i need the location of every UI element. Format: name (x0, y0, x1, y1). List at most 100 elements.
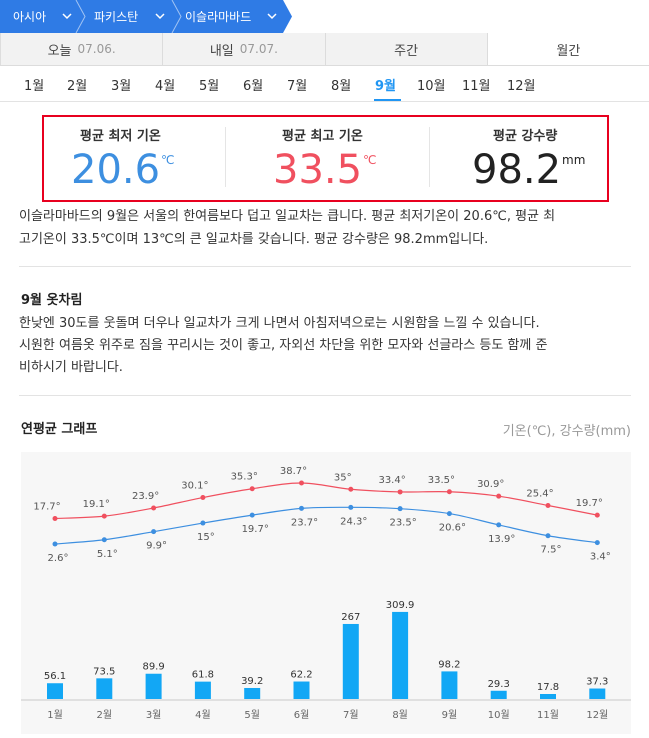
min-temp-point (446, 511, 452, 517)
month-tab-10[interactable]: 10월 (417, 79, 446, 94)
month-tab-6[interactable]: 6월 (243, 79, 264, 94)
min-temp-label: 3.4° (590, 552, 611, 563)
period-tabs: 오늘 07.06. 내일 07.07. 주간 월간 (0, 33, 649, 66)
min-temp-point (545, 533, 551, 539)
chevron-down-icon (155, 13, 165, 20)
max-temp-point (397, 489, 403, 495)
clothes-line: 시원한 여름옷 위주로 짐을 꾸리시는 것이 좋고, 자외선 차단을 위한 모자… (19, 338, 548, 353)
max-temp-label: 25.4° (526, 488, 553, 499)
month-tab-8[interactable]: 8월 (331, 79, 352, 94)
rain-value-label: 61.8 (192, 670, 214, 681)
annual-chart: 17.7° 19.1° 23.9° 30.1° 35.3° 38.7° 35° 33.4° 33… (21, 466, 631, 721)
min-temp-label: 7.5° (541, 545, 562, 556)
x-tick-label: 7월 (343, 709, 359, 721)
x-tick-label: 11월 (537, 709, 559, 721)
x-tick-label: 3월 (146, 709, 162, 721)
chevron-down-icon (267, 13, 277, 20)
min-temp-point (397, 506, 403, 512)
max-temp-label: 33.4° (378, 475, 405, 486)
description-line: 고기온이 33.5℃이며 13℃의 큰 일교차를 갖습니다. 평균 강수량은 9… (19, 232, 489, 247)
summary-divider (429, 127, 430, 187)
min-temp-line (54, 506, 598, 545)
min-temp-point (151, 529, 157, 535)
month-tab-2[interactable]: 2월 (67, 79, 88, 94)
tab-today-date: 07.06. (77, 42, 116, 56)
max-temp-point (299, 480, 304, 486)
rain-value-label: 309.9 (386, 600, 415, 611)
min-temp-label: 19.7° (242, 524, 269, 535)
graph-unit-label: 기온(℃), 강수량(mm) (502, 424, 631, 439)
month-tab-3[interactable]: 3월 (111, 79, 132, 94)
max-temp-point (446, 489, 452, 495)
min-temp-point (101, 537, 107, 543)
tab-tomorrow-date: 07.07. (239, 42, 278, 56)
max-temp-point (52, 515, 58, 521)
rain-bar (342, 623, 359, 699)
rain-value-label: 39.2 (241, 676, 263, 687)
month-tab-5[interactable]: 5월 (199, 79, 220, 94)
max-temp-point (249, 486, 255, 492)
min-temp-point (200, 520, 206, 526)
description-line: 이슬라마바드의 9월은 서울의 한여름보다 덥고 일교차는 큽니다. 평균 최저… (19, 209, 556, 224)
month-tab-7[interactable]: 7월 (287, 79, 308, 94)
min-temp-point (594, 540, 600, 546)
max-temp-point (151, 505, 157, 511)
min-temp-point (496, 522, 502, 528)
clothes-description: 한낮엔 30도를 웃돌며 더우나 일교차가 크게 나면서 아침저녁으로는 시원함… (19, 313, 633, 379)
month-tab-1[interactable]: 1월 (24, 79, 45, 94)
rain-bar (244, 687, 261, 699)
summary-divider (225, 127, 226, 187)
rain-bar (441, 671, 458, 699)
x-tick-label: 6월 (294, 709, 310, 721)
tab-today[interactable]: 오늘 07.06. (0, 33, 163, 65)
min-temp-label: 24.3° (340, 516, 367, 527)
x-tick-label: 5월 (244, 709, 260, 721)
x-tick-label: 1월 (47, 709, 63, 721)
clothes-title: 9월 옷차림 (21, 293, 83, 308)
clothes-line: 한낮엔 30도를 웃돌며 더우나 일교차가 크게 나면서 아침저녁으로는 시원함… (19, 316, 540, 331)
month-tab-4[interactable]: 4월 (155, 79, 176, 94)
min-temp-label: 2.6° (48, 553, 69, 564)
tab-monthly[interactable]: 월간 (486, 33, 649, 65)
min-temp-label: 15° (197, 532, 215, 543)
min-temp-point (52, 541, 58, 547)
graph-title: 연평균 그래프 (21, 422, 98, 437)
month-tab-11[interactable]: 11월 (462, 79, 491, 94)
rain-value-label: 29.3 (488, 679, 510, 690)
tab-tomorrow[interactable]: 내일 07.07. (162, 33, 325, 65)
breadcrumb-bar (0, 0, 292, 33)
breadcrumb-pakistan[interactable]: 파키스탄 (94, 10, 139, 24)
month-tab-12[interactable]: 12월 (507, 79, 536, 94)
rain-value-label: 37.3 (586, 677, 608, 688)
monthly-summary: 평균 최저 기온 20.6 ℃ 평균 최고 기온 33.5 ℃ 평균 강수량 9… (42, 115, 609, 202)
tab-today-label: 오늘 (47, 43, 72, 59)
rain-bar (490, 690, 507, 699)
tab-weekly[interactable]: 주간 (324, 33, 487, 65)
rain-bar (392, 611, 409, 699)
max-temp-point (200, 495, 206, 501)
max-temp-label: 19.7° (576, 498, 603, 509)
max-temp-label: 23.9° (132, 491, 159, 502)
month-tab-9[interactable]: 9월 (375, 79, 397, 94)
avg-rain-value: 98.2 (472, 147, 562, 193)
avg-max-temp-unit: ℃ (363, 153, 377, 167)
max-temp-point (101, 513, 107, 519)
x-tick-label: 10월 (488, 709, 510, 721)
max-temp-label: 38.7° (280, 466, 307, 477)
max-temp-label: 35.3° (231, 472, 258, 483)
max-temp-point (348, 486, 354, 492)
max-temp-label: 17.7° (33, 501, 60, 512)
rain-value-label: 56.1 (44, 671, 66, 682)
rain-value-label: 89.9 (142, 662, 164, 673)
tab-monthly-label: 월간 (556, 43, 581, 59)
chevron-down-icon (62, 13, 72, 20)
breadcrumb-asia[interactable]: 아시아 (13, 10, 47, 24)
rain-bar (145, 673, 162, 699)
divider (19, 266, 631, 267)
min-temp-label: 13.9° (488, 534, 515, 545)
breadcrumb-islamabad[interactable]: 이슬라마바드 (185, 10, 252, 24)
month-selector: 1월 2월 3월 4월 5월 6월 7월 8월 9월 10월 11월 12월 (0, 66, 649, 102)
min-temp-label: 23.5° (389, 518, 416, 529)
min-temp-label: 5.1° (97, 549, 118, 560)
avg-rain-label: 평균 강수량 (493, 129, 558, 144)
